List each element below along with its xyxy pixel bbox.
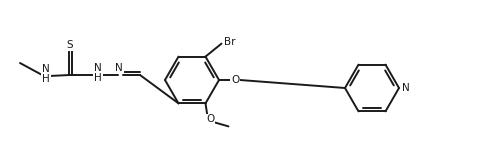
Text: O: O xyxy=(206,114,214,124)
Text: H: H xyxy=(42,74,50,84)
Text: N: N xyxy=(402,83,410,93)
Text: Br: Br xyxy=(224,37,235,47)
Text: N: N xyxy=(42,64,50,74)
Text: N: N xyxy=(94,63,102,73)
Text: S: S xyxy=(67,40,73,50)
Text: H: H xyxy=(94,73,102,83)
Text: N: N xyxy=(115,63,123,73)
Text: O: O xyxy=(231,75,239,85)
